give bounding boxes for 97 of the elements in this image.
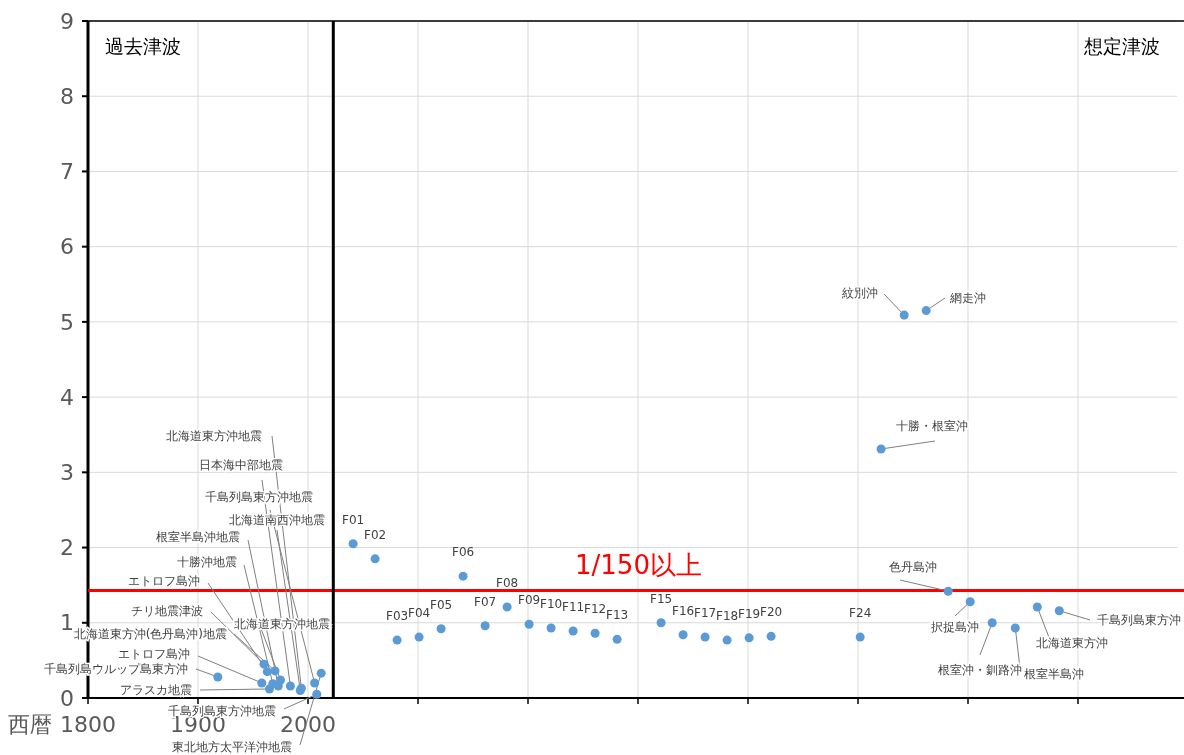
y-tick-label: 1 xyxy=(60,610,74,636)
y-tick-label: 7 xyxy=(60,159,74,185)
annotation: F10 xyxy=(540,597,563,612)
annotation: F18 xyxy=(716,609,739,624)
point xyxy=(480,621,490,631)
point xyxy=(899,310,909,320)
y-tick-label: 6 xyxy=(60,234,74,260)
point xyxy=(310,678,320,688)
annotation: 東北地方太平洋沖地震 xyxy=(172,740,292,755)
annotation: 十勝・根室沖 xyxy=(896,419,968,434)
annotation: アラスカ地震 xyxy=(120,683,192,698)
point xyxy=(1054,606,1064,616)
point xyxy=(348,539,358,549)
annotation: チリ地震津波 xyxy=(131,604,203,619)
annotation: 千島列島東方沖地震 xyxy=(205,490,313,505)
y-tick-label: 3 xyxy=(60,460,74,486)
point xyxy=(213,672,223,682)
x-axis-title: 西暦 xyxy=(8,712,52,737)
annotation: 根室半島沖地震 xyxy=(156,530,240,545)
annotation: 北海道東方沖 xyxy=(1036,636,1108,651)
annotation: F04 xyxy=(408,606,431,621)
annotation: 北海道南西沖地震 xyxy=(229,513,325,528)
annotation: 十勝沖地震 xyxy=(177,555,237,570)
y-tick-label: 0 xyxy=(60,685,74,711)
point xyxy=(316,668,326,678)
point xyxy=(262,667,272,677)
point xyxy=(590,628,600,638)
annotation: F24 xyxy=(849,606,872,621)
annotation: F05 xyxy=(430,597,453,612)
y-tick-label: 4 xyxy=(60,384,74,410)
point xyxy=(876,444,886,454)
y-tick-label: 2 xyxy=(60,535,74,561)
point xyxy=(524,619,534,629)
point xyxy=(678,630,688,640)
annotation: 想定津波 xyxy=(1083,35,1160,57)
annotation: F06 xyxy=(452,545,475,560)
point xyxy=(257,678,267,688)
point xyxy=(1032,602,1042,612)
x-tick-label: 2000 xyxy=(280,712,336,737)
annotation: F13 xyxy=(606,608,629,623)
point xyxy=(414,632,424,642)
annotation: F20 xyxy=(760,605,783,620)
annotation: F09 xyxy=(518,593,541,608)
point xyxy=(943,586,953,596)
point xyxy=(612,634,622,644)
annotation: F19 xyxy=(738,606,761,621)
point xyxy=(259,659,269,669)
point xyxy=(264,684,275,694)
annotation: F03 xyxy=(386,609,409,624)
point xyxy=(270,666,280,676)
point xyxy=(502,602,512,612)
y-tick-label: 5 xyxy=(60,309,74,335)
annotation: F12 xyxy=(584,602,607,617)
annotation: 択捉島沖 xyxy=(931,620,979,635)
point xyxy=(458,571,468,581)
point xyxy=(568,626,578,636)
point xyxy=(275,675,286,685)
point xyxy=(722,635,732,645)
annotation: エトロフ島沖 xyxy=(128,574,200,589)
annotation: F16 xyxy=(672,603,695,618)
point xyxy=(744,633,754,643)
annotation: 色丹島沖 xyxy=(889,560,937,575)
annotation: 北海道東方沖地震 xyxy=(234,617,330,632)
annotation: 千島列島東方沖 xyxy=(1097,613,1181,628)
y-tick-label: 8 xyxy=(60,83,74,109)
annotation: 紋別沖 xyxy=(842,286,878,301)
annotation: F07 xyxy=(474,594,497,609)
annotation: 過去津波 xyxy=(105,35,181,57)
point xyxy=(436,624,446,634)
annotation: 根室沖・釧路沖 xyxy=(938,663,1022,678)
ref-line-label: 1/150以上 xyxy=(575,550,702,581)
annotation: エトロフ島沖 xyxy=(118,647,190,662)
annotation: 網走沖 xyxy=(949,291,986,306)
point xyxy=(965,597,975,607)
point xyxy=(987,618,997,628)
annotation: F08 xyxy=(496,575,519,590)
point xyxy=(700,632,710,642)
point xyxy=(285,681,295,691)
y-tick-label: 9 xyxy=(60,8,74,34)
point xyxy=(370,554,380,564)
point xyxy=(855,632,865,642)
point xyxy=(766,631,776,641)
annotation: F02 xyxy=(364,527,387,542)
point xyxy=(392,635,402,645)
point xyxy=(656,618,666,628)
annotation: 日本海中部地震 xyxy=(199,458,283,473)
annotation: F17 xyxy=(694,606,717,621)
point xyxy=(1010,623,1020,633)
x-tick-label: 1800 xyxy=(60,712,116,737)
point xyxy=(312,689,322,699)
point xyxy=(546,623,556,633)
point xyxy=(921,306,931,316)
annotation: 根室半島沖 xyxy=(1024,667,1084,682)
annotation: 北海道東方沖地震 xyxy=(166,429,262,444)
annotation: F01 xyxy=(342,512,365,527)
annotation: F11 xyxy=(562,600,585,615)
annotation: F15 xyxy=(650,591,673,606)
